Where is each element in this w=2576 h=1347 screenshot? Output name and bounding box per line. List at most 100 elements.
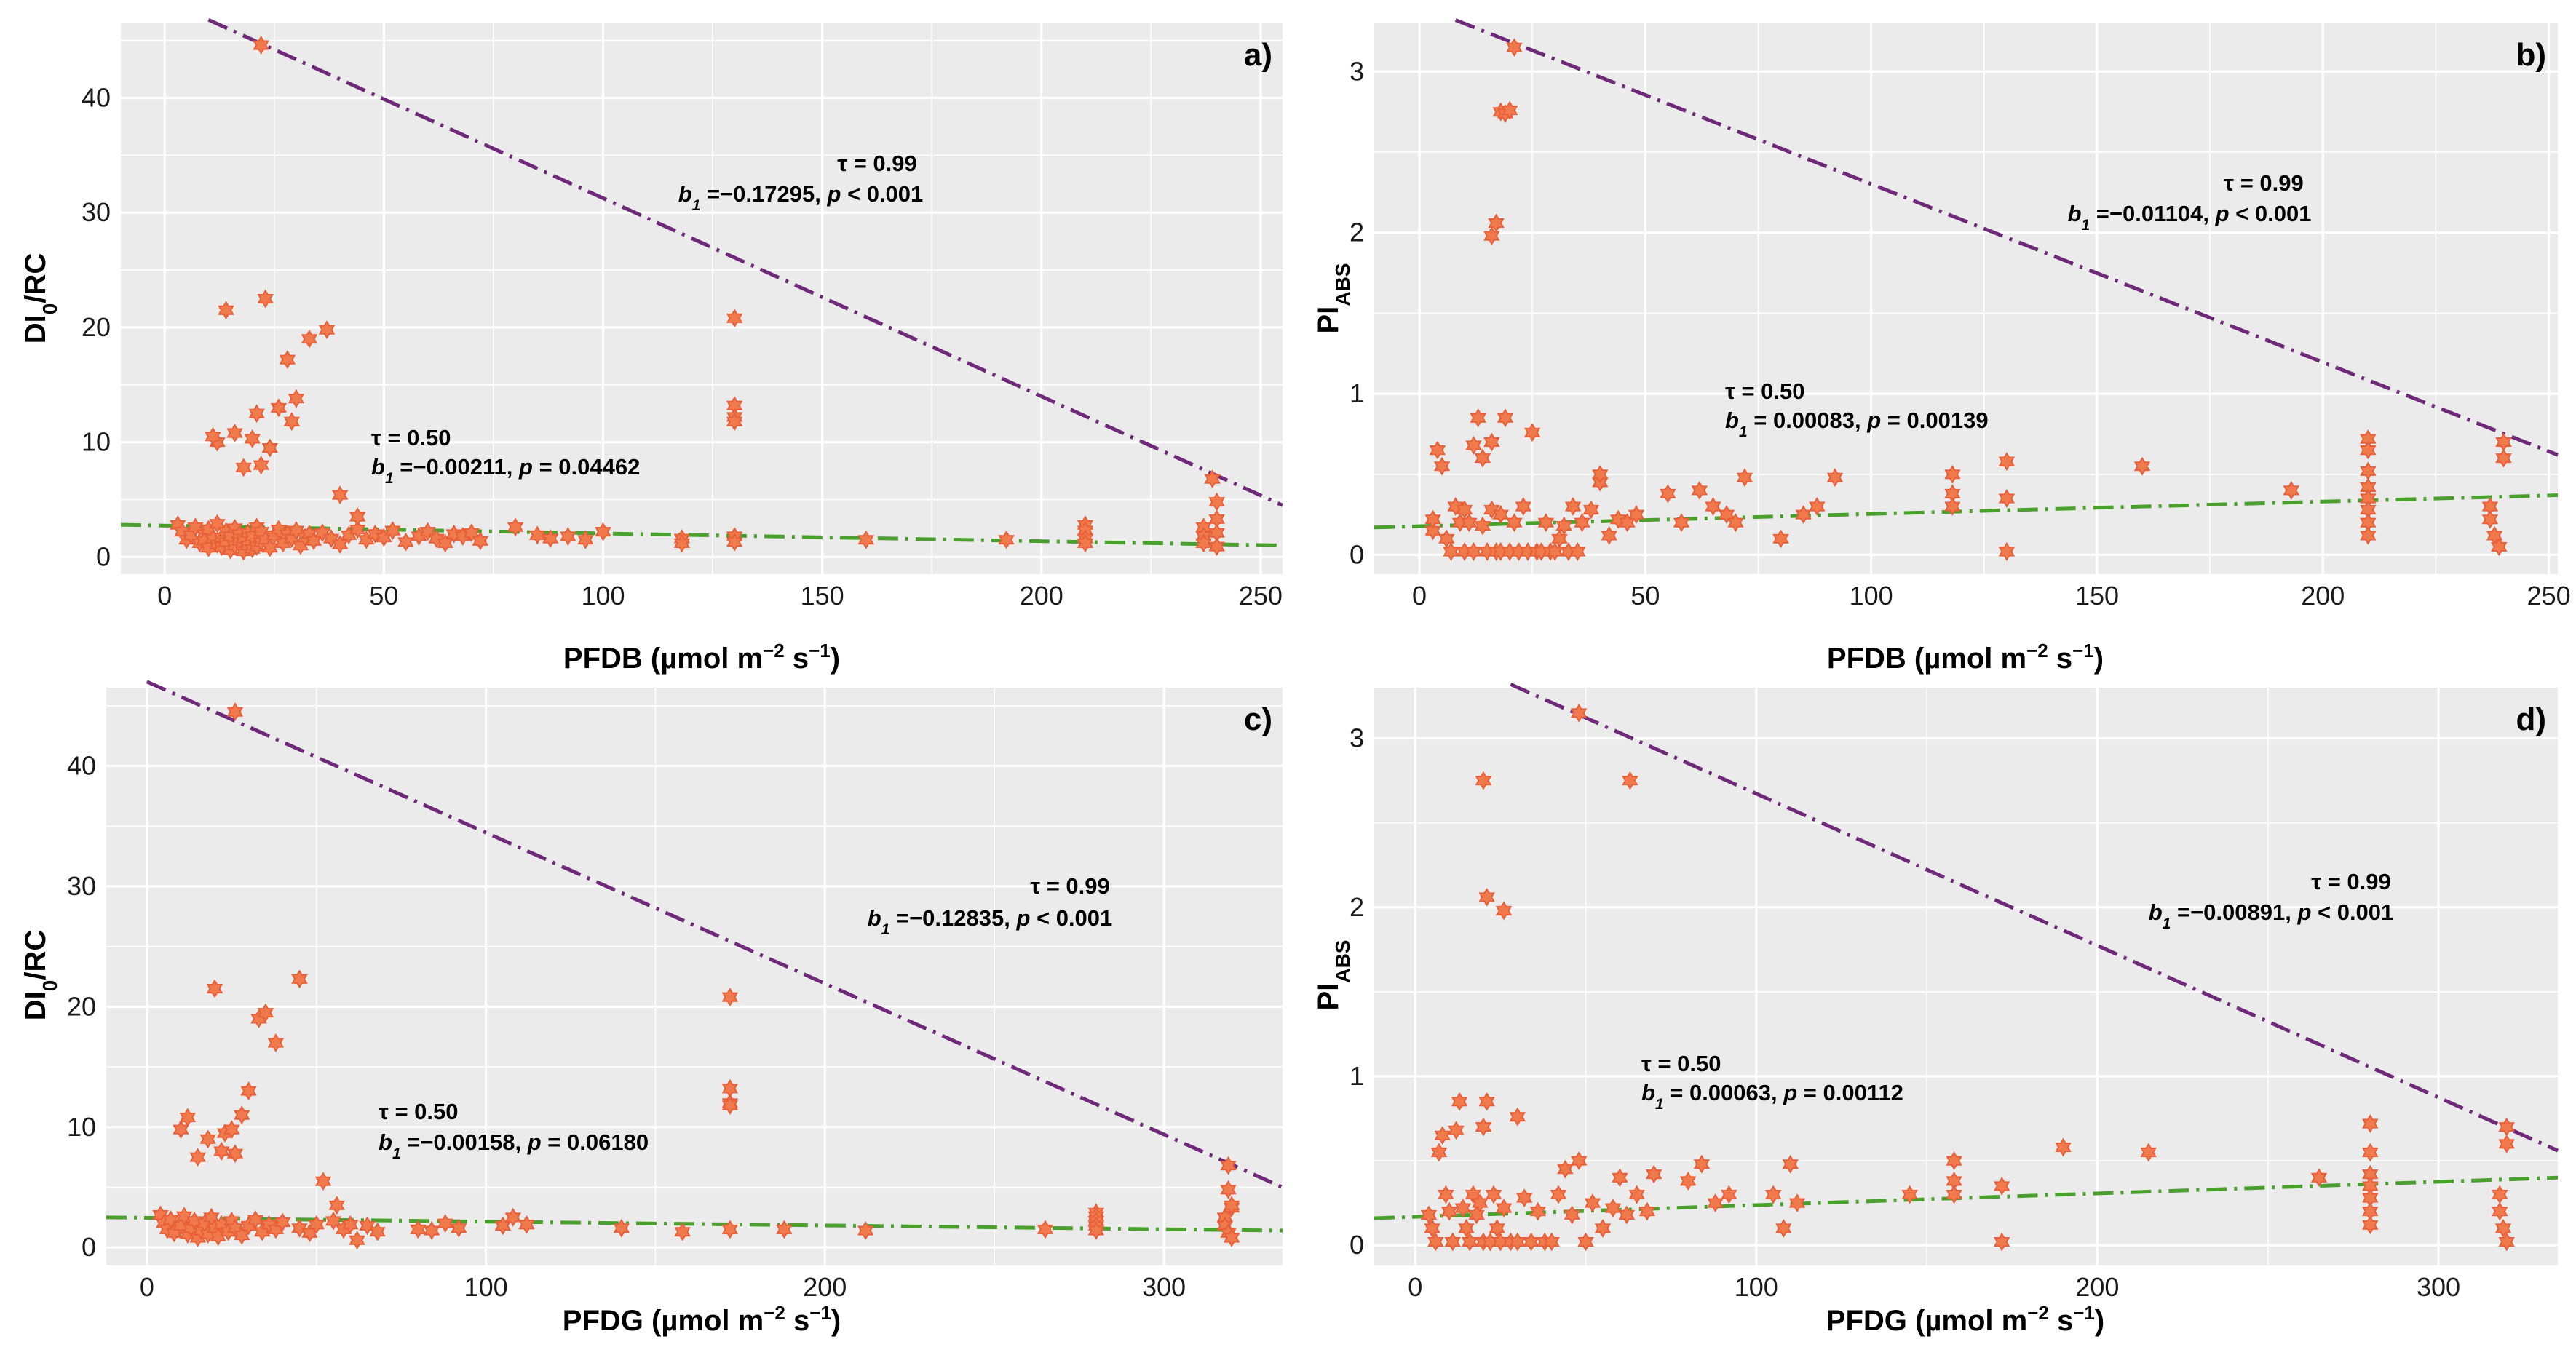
scatter-point [1506,38,1523,57]
scatter-point [270,398,287,418]
scatter-point [1429,440,1446,460]
scatter-point [257,1003,274,1022]
scatter-point [1564,1205,1580,1225]
scatter-point [1601,525,1617,545]
scatter-point [1448,1121,1465,1140]
scatter-point [1638,1201,1656,1221]
scatter-point [1809,497,1826,516]
scatter-point [1622,771,1638,790]
scatter-point [240,1081,257,1101]
x-tick-labels: 0 100 200 300 [140,1272,1186,1302]
scatter-point [721,1096,739,1115]
panel-b: 0 50 100 150 200 250 0 1 2 3 b) τ = 0.99 b1 =−0.… [1312,18,2571,675]
x-tick-label: 0 [140,1272,154,1302]
scatter-point [2491,537,2508,557]
scatter-point [248,404,265,424]
scatter-point [318,320,336,340]
scatter-point [1220,1156,1237,1175]
scatter-point [776,1220,793,1239]
x-tick-labels: 0 50 100 150 200 250 [157,581,1283,611]
scatter-point [1516,1188,1533,1208]
scatter-point [1492,505,1509,525]
scatter-point [1485,1185,1502,1204]
y-tick-label: 10 [82,427,111,457]
scatter-point [1077,533,1094,553]
scatter-point [253,456,269,475]
scatter-point [2360,440,2377,460]
scatter-point [1204,469,1221,489]
scatter-point [1946,1151,1962,1171]
scatter-point [1497,408,1514,428]
scatter-point [504,1207,522,1227]
scatter-point [1998,542,2016,561]
scatter-point [1618,1205,1635,1225]
x-tick-label: 200 [2301,581,2345,611]
y-tick-label: 30 [67,871,96,901]
scatter-point [1612,1168,1628,1188]
scatter-point [857,530,875,549]
scatter-point [1424,1218,1440,1238]
scatter-point [2055,1137,2072,1157]
scatter-point [1458,1218,1475,1238]
scatter-point [223,1120,240,1140]
y-axis-label: DI0/RC [20,930,61,1020]
scatter-point [2362,1215,2379,1235]
x-tick-label: 300 [2417,1272,2460,1302]
q99-slope-annotation: b1 =−0.00891, p < 0.001 [2149,899,2394,932]
scatter-point [1195,533,1212,553]
scatter-point [179,1108,196,1127]
scatter-point [1775,1218,1792,1238]
scatter-point [1489,1218,1505,1238]
scatter-point [226,424,243,442]
q99-slope-annotation: b1 =−0.01104, p < 0.001 [2068,201,2312,234]
panel-label: a) [1244,37,1272,73]
scatter-point [199,1129,216,1149]
panel-label: d) [2516,702,2546,737]
y-tick-labels: 0 10 20 30 40 [82,83,111,572]
scatter-point [1594,1218,1612,1238]
scatter-point [267,1033,285,1052]
scatter-point [1901,1185,1918,1204]
scatter-point [472,531,489,551]
x-axis-label: PFDG (µmol m−2 s−1) [1826,1302,2104,1337]
scatter-point [1679,1171,1697,1191]
scatter-point [577,530,594,549]
scatter-point [1424,509,1441,529]
quantile-line-tau-0.99 [1510,683,2559,1153]
scatter-point [291,969,308,989]
x-tick-label: 100 [581,581,625,611]
x-axis-label: PFDB (µmol m−2 s−1) [1827,640,2104,675]
scatter-point [235,458,252,477]
scatter-point [261,438,278,458]
scatter-point [1826,468,1844,488]
scatter-point [1570,703,1588,723]
quantile-line-tau-0.99 [1454,18,2559,457]
y-tick-label: 2 [1350,892,1364,922]
y-tick-label: 0 [82,1232,96,1262]
scatter-point [1495,901,1513,921]
plot-background [121,23,1283,574]
scatter-point [1788,1193,1806,1213]
q99-tau-annotation: τ = 0.99 [2311,869,2391,894]
scatter-point [1946,1185,1962,1204]
x-axis-label: PFDG (µmol m−2 s−1) [563,1302,841,1337]
scatter-point [308,1215,325,1234]
scatter-point [1456,500,1473,520]
scatter-point [1454,1199,1472,1218]
scatter-point [1550,1185,1567,1204]
scatter-point [1420,1205,1438,1225]
y-tick-label: 0 [1350,1230,1364,1260]
scatter-point [1506,513,1523,533]
scatter-point [1434,1126,1451,1145]
scatter-point [1470,408,1486,428]
scatter-point [1782,1154,1799,1174]
x-tick-label: 200 [1020,581,1063,611]
scatter-point [1582,500,1600,520]
scatter-point [384,521,401,541]
data-points [1424,38,2512,561]
x-tick-label: 100 [464,1272,508,1302]
scatter-point [328,1196,345,1215]
data-points [1420,703,2515,1252]
q50-slope-annotation: b1 = 0.00063, p = 0.00112 [1641,1080,1903,1113]
